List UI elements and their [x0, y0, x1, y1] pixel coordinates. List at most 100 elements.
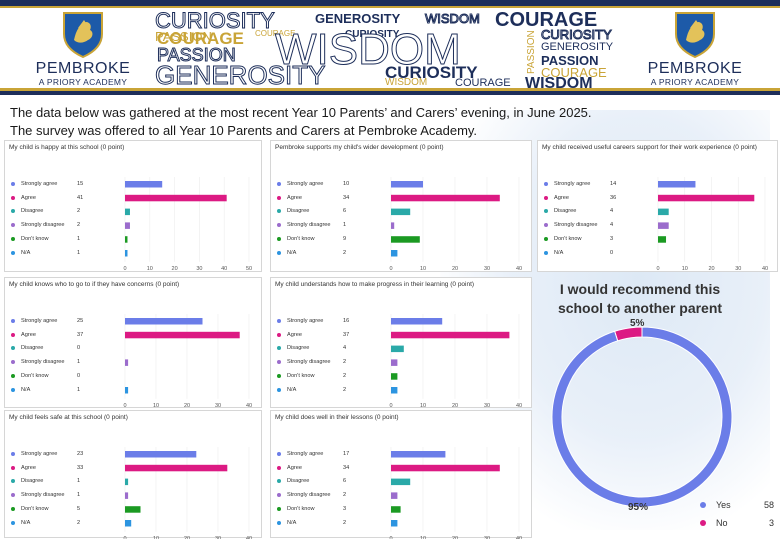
legend-dot	[11, 360, 15, 365]
legend-row: Agree 34	[277, 461, 363, 475]
x-tick-label: 50	[246, 266, 252, 272]
value-word: COURAGE	[455, 77, 511, 89]
legend-label: Agree	[287, 194, 302, 201]
recommend-chart-title: I would recommend this school to another…	[557, 281, 723, 316]
legend-label: Strongly agree	[21, 450, 58, 457]
legend-row: Disagree 4	[277, 342, 363, 356]
value-word: WISDOM	[425, 11, 481, 26]
legend-value: 2	[343, 519, 347, 526]
x-tick-label: 20	[708, 266, 714, 272]
legend-row: Disagree 2	[11, 205, 97, 219]
legend-row: N/A 2	[277, 246, 363, 260]
legend-value: 1	[77, 236, 81, 243]
legend-value: 41	[77, 194, 84, 201]
value-word: COURAGE	[495, 9, 598, 31]
legend-label: Don't know	[287, 373, 315, 380]
legend-row: Agree 34	[277, 191, 363, 205]
legend-row: Disagree 4	[544, 205, 630, 219]
bar-chart: 0 10 20 30 40	[656, 177, 768, 272]
legend-value: 1	[77, 386, 81, 393]
legend-label: Disagree	[21, 478, 44, 485]
bar-chart: 0 10 20 30 40	[389, 447, 522, 539]
legend-label: N/A	[21, 519, 31, 526]
bar-disagree	[658, 208, 669, 216]
legend-dot	[277, 374, 281, 379]
x-tick-label: 0	[123, 403, 126, 409]
legend-label: Strongly agree	[287, 180, 324, 187]
legend-value: 2	[343, 373, 347, 380]
chart-card-careers-support: My child received useful careers support…	[537, 140, 778, 272]
bar-strongly-agree	[391, 181, 423, 188]
bar-don-t-know	[125, 506, 141, 513]
legend-label: Strongly disagree	[554, 222, 598, 229]
chart-title: My child feels safe at this school (0 po…	[9, 414, 128, 421]
legend-dot	[277, 387, 281, 392]
legend-row: Agree 41	[11, 191, 97, 205]
bar-strongly-agree	[125, 318, 203, 325]
bar-agree	[125, 464, 228, 472]
legend-label: Don't know	[21, 373, 49, 380]
legend-dot	[11, 237, 15, 242]
legend-dot	[11, 195, 15, 200]
legend-dot	[544, 223, 548, 228]
bar-don-t-know	[391, 236, 420, 243]
x-tick-label: 0	[123, 536, 126, 539]
legend-label: Strongly agree	[554, 180, 591, 187]
legend-row: Strongly disagree 2	[11, 218, 97, 232]
chart-legend: Strongly agree 15 Agree 41 Disagree 2 Strongly…	[11, 177, 97, 260]
value-word: GENEROSITY	[154, 60, 326, 90]
legend-label: Don't know	[287, 506, 315, 513]
bar-agree	[658, 194, 755, 202]
legend-value: 23	[77, 450, 84, 457]
x-tick-label: 10	[682, 266, 688, 272]
x-tick-label: 10	[153, 536, 159, 539]
legend-dot	[11, 465, 15, 470]
legend-label: Agree	[21, 331, 36, 338]
bar-disagree	[125, 208, 130, 216]
x-tick-label: 40	[221, 266, 227, 272]
legend-label: Strongly agree	[21, 180, 58, 187]
legend-dot	[277, 360, 281, 365]
x-tick-label: 40	[246, 403, 252, 409]
values-word-cloud: CURIOSITY GENEROSITY WISDOM COURAGE PASSION C…	[154, 8, 625, 92]
x-tick-label: 0	[656, 266, 659, 272]
legend-label: Strongly disagree	[21, 222, 65, 229]
value-word: GENEROSITY	[315, 11, 401, 26]
legend-value: 10	[343, 180, 350, 187]
legend-row: N/A 1	[11, 383, 97, 397]
bar-strongly-disagree	[125, 359, 129, 366]
legend-value: 14	[610, 180, 617, 187]
chart-legend: Strongly agree 25 Agree 37 Disagree 0 Strongly…	[11, 314, 97, 397]
legend-row: Strongly agree 17	[277, 447, 363, 461]
legend-label: N/A	[554, 249, 564, 256]
legend-dot	[11, 181, 15, 186]
legend-label: Don't know	[21, 506, 49, 513]
legend-value: 4	[343, 345, 347, 352]
legend-dot	[11, 209, 15, 214]
legend-row: Agree 37	[11, 328, 97, 342]
school-subtitle: A PRIORY ACADEMY	[650, 77, 740, 87]
x-tick-label: 40	[516, 403, 522, 409]
legend-dot	[277, 493, 281, 498]
bar-disagree	[391, 345, 404, 353]
donut-slice-no	[614, 326, 643, 342]
legend-row: Strongly disagree 1	[11, 488, 97, 502]
legend-value: 2	[343, 359, 347, 366]
bar-n-a	[125, 250, 128, 257]
value-word: PASSION	[541, 53, 599, 68]
recommend-donut-chart	[551, 326, 733, 508]
legend-label: Disagree	[554, 208, 577, 215]
legend-label: Don't know	[287, 236, 315, 243]
x-tick-label: 20	[172, 266, 178, 272]
legend-value: 16	[343, 317, 350, 324]
school-name: PEMBROKE	[647, 60, 743, 77]
legend-value: 9	[343, 236, 347, 243]
legend-dot	[11, 374, 15, 379]
legend-dot	[277, 181, 281, 186]
legend-dot	[11, 493, 15, 498]
legend-row: Disagree 6	[277, 475, 363, 489]
bar-disagree	[391, 208, 411, 216]
chart-card-makes-progress: My child understands how to make progres…	[270, 277, 532, 409]
legend-dot-no	[700, 520, 706, 526]
legend-label: Strongly disagree	[287, 492, 331, 499]
